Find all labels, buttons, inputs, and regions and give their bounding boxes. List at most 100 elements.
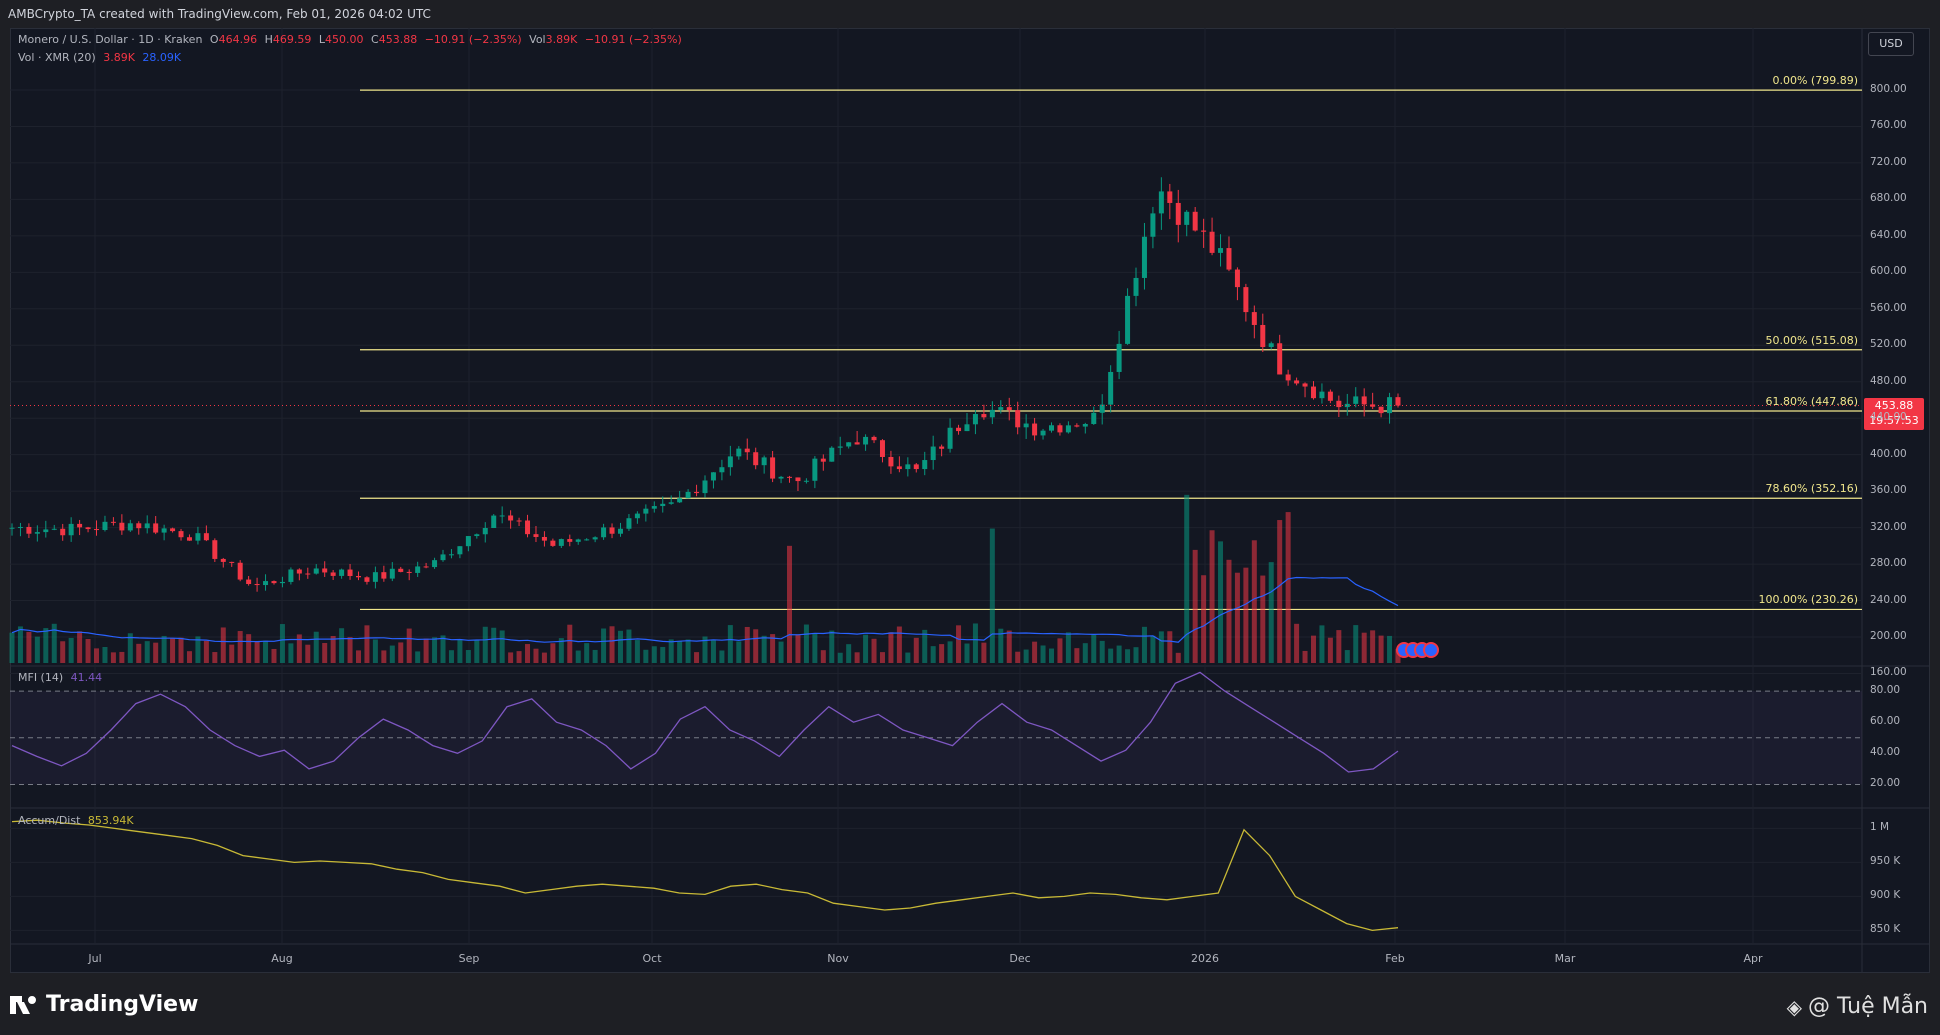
volume-bar bbox=[1378, 635, 1384, 663]
candle-body bbox=[220, 558, 226, 562]
candle-body bbox=[837, 446, 843, 448]
ad-label[interactable]: Accum/Dist bbox=[18, 814, 81, 827]
volume-bar bbox=[939, 644, 945, 663]
volume-bar bbox=[1074, 648, 1080, 663]
volume-bar bbox=[381, 650, 387, 663]
volume-bar bbox=[94, 648, 100, 663]
candle-body bbox=[499, 515, 505, 517]
volume-bar bbox=[1150, 635, 1156, 663]
candle-body bbox=[854, 442, 860, 445]
mfi-tick-label: 20.00 bbox=[1870, 777, 1901, 790]
volume-bar bbox=[51, 623, 57, 663]
volume-bar bbox=[1006, 630, 1012, 663]
volume-bar bbox=[770, 634, 776, 663]
candle-body bbox=[1201, 230, 1207, 232]
volume-bar bbox=[888, 632, 894, 663]
volume-bar bbox=[1243, 567, 1249, 663]
candle-body bbox=[727, 456, 733, 468]
volume-bar bbox=[279, 624, 285, 663]
candle-body bbox=[694, 491, 700, 494]
candle-body bbox=[1108, 371, 1114, 405]
volume-bar bbox=[1167, 631, 1173, 663]
fib-level-label: 100.00% (230.26) bbox=[1758, 593, 1858, 607]
candle-body bbox=[296, 569, 302, 574]
candle-body bbox=[1319, 391, 1325, 399]
candle-body bbox=[541, 536, 547, 541]
candle-body bbox=[609, 527, 615, 534]
vol-change: −10.91 (−2.35%) bbox=[584, 33, 682, 46]
volume-bar bbox=[68, 637, 74, 663]
price-tick-label: 800.00 bbox=[1870, 83, 1907, 95]
volume-bar bbox=[110, 652, 116, 663]
volume-bar bbox=[1091, 634, 1097, 663]
candle-body bbox=[398, 568, 404, 572]
volume-bar bbox=[406, 628, 412, 663]
volume-bar bbox=[617, 630, 623, 663]
vol-label: Vol bbox=[529, 33, 546, 46]
candle-body bbox=[1209, 231, 1215, 253]
volume-bar bbox=[922, 629, 928, 663]
volume-bar bbox=[634, 640, 640, 663]
volume-bar bbox=[930, 646, 936, 663]
volume-bar bbox=[170, 638, 176, 663]
ad-line bbox=[11, 819, 1399, 932]
volume-bar bbox=[1141, 626, 1147, 663]
volume-bar bbox=[119, 651, 125, 663]
candle-body bbox=[161, 528, 167, 533]
price-tick-label: 600.00 bbox=[1870, 265, 1907, 278]
candle-body bbox=[406, 571, 412, 573]
last-price-tag: 453.88 19:57:53 bbox=[1864, 398, 1924, 430]
tradingview-icon bbox=[10, 995, 36, 1014]
volume-bar bbox=[753, 629, 759, 663]
candle-body bbox=[516, 520, 522, 522]
candle-body bbox=[1192, 211, 1198, 231]
close-label: C bbox=[371, 33, 379, 46]
candle-body bbox=[17, 526, 23, 528]
price-tick-label: 400.00 bbox=[1870, 447, 1907, 460]
x-tick-label: Nov bbox=[827, 952, 849, 965]
price-tick-label: 640.00 bbox=[1870, 228, 1907, 241]
volume-bar bbox=[567, 624, 573, 663]
volume-bar bbox=[1082, 643, 1088, 663]
vol-value: 3.89K bbox=[545, 33, 578, 46]
mfi-band bbox=[10, 691, 1862, 785]
candle-body bbox=[584, 539, 590, 541]
volume-bar bbox=[372, 639, 378, 663]
volume-bar bbox=[1218, 541, 1224, 663]
candle-body bbox=[339, 569, 345, 576]
volume-bar bbox=[313, 631, 319, 663]
candle-body bbox=[803, 480, 809, 482]
candle-body bbox=[1032, 423, 1038, 436]
volume-bar bbox=[1108, 648, 1114, 663]
volume-bar bbox=[1277, 520, 1283, 663]
x-tick-label: Apr bbox=[1743, 952, 1763, 965]
candle-body bbox=[956, 427, 962, 432]
candle-body bbox=[254, 584, 260, 586]
currency-button[interactable]: USD bbox=[1868, 32, 1914, 56]
volume-bar bbox=[271, 648, 277, 663]
candle-body bbox=[144, 523, 150, 529]
x-tick-label: Dec bbox=[1009, 952, 1031, 965]
vol-ma-label[interactable]: Vol · XMR (20) bbox=[18, 51, 96, 64]
close-value: 453.88 bbox=[378, 33, 418, 46]
volume-bar bbox=[651, 646, 657, 663]
volume-ma-line bbox=[11, 576, 1399, 643]
price-tick-label: 560.00 bbox=[1870, 301, 1907, 314]
volume-bar bbox=[1260, 575, 1266, 663]
candle-body bbox=[1040, 430, 1046, 436]
candle-body bbox=[372, 572, 378, 582]
candle-body bbox=[1226, 248, 1232, 270]
symbol-name[interactable]: Monero / U.S. Dollar · 1D · Kraken bbox=[18, 33, 203, 46]
volume-bar bbox=[1395, 648, 1401, 663]
volume-bar bbox=[871, 638, 877, 663]
tradingview-logo[interactable]: TradingView bbox=[10, 992, 198, 1017]
mfi-line bbox=[11, 671, 1399, 773]
chart-frame[interactable] bbox=[10, 28, 1930, 973]
candle-body bbox=[389, 568, 395, 579]
volume-bar bbox=[1015, 651, 1021, 663]
candle-body bbox=[263, 581, 269, 586]
fib-level-label: 78.60% (352.16) bbox=[1765, 482, 1858, 496]
mfi-tick-label: 60.00 bbox=[1870, 715, 1901, 728]
mfi-label[interactable]: MFI (14) bbox=[18, 671, 64, 684]
